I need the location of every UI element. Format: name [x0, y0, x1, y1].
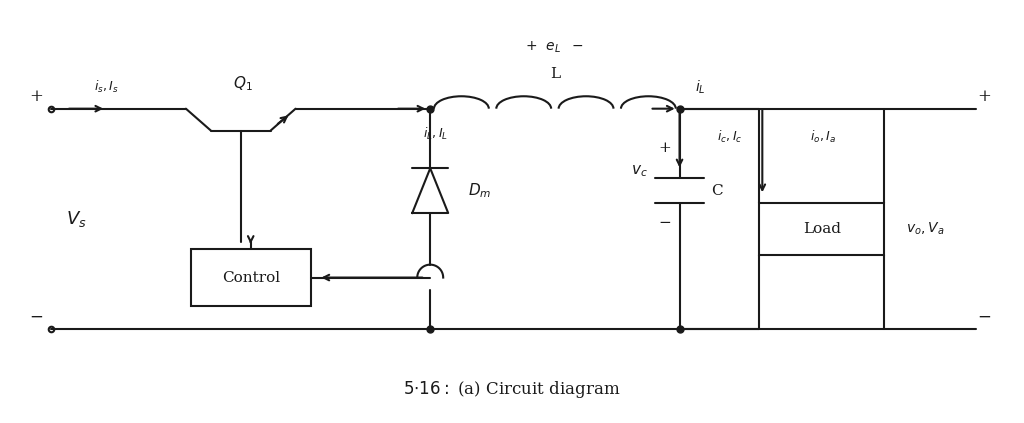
Text: $i_c, I_c$: $i_c, I_c$	[718, 129, 742, 145]
Text: +: +	[977, 88, 990, 105]
FancyBboxPatch shape	[190, 249, 310, 306]
Text: $i_s, I_s$: $i_s, I_s$	[93, 79, 119, 95]
Text: $Q_1$: $Q_1$	[232, 74, 253, 93]
Text: $i_o, I_a$: $i_o, I_a$	[810, 129, 837, 145]
Text: $+\ \ e_L\ \ -$: $+\ \ e_L\ \ -$	[525, 39, 585, 55]
Text: $v_o, V_a$: $v_o, V_a$	[906, 221, 944, 237]
Text: Load: Load	[803, 222, 841, 236]
Text: $5{\cdot}16:$ (a) Circuit diagram: $5{\cdot}16:$ (a) Circuit diagram	[403, 379, 621, 400]
Text: $D_m$: $D_m$	[468, 181, 492, 200]
Text: $i_L, I_L$: $i_L, I_L$	[423, 126, 447, 142]
Text: $v_c$: $v_c$	[631, 163, 647, 179]
Text: Control: Control	[221, 271, 280, 285]
Text: $V_s$: $V_s$	[67, 209, 87, 229]
Text: −: −	[30, 309, 43, 326]
Text: L: L	[550, 67, 560, 81]
Text: C: C	[712, 184, 723, 198]
Text: −: −	[658, 216, 672, 230]
FancyBboxPatch shape	[760, 203, 884, 255]
Text: −: −	[977, 309, 990, 326]
Text: +: +	[30, 88, 43, 105]
Text: +: +	[658, 141, 672, 155]
Text: $i_L$: $i_L$	[694, 78, 706, 96]
